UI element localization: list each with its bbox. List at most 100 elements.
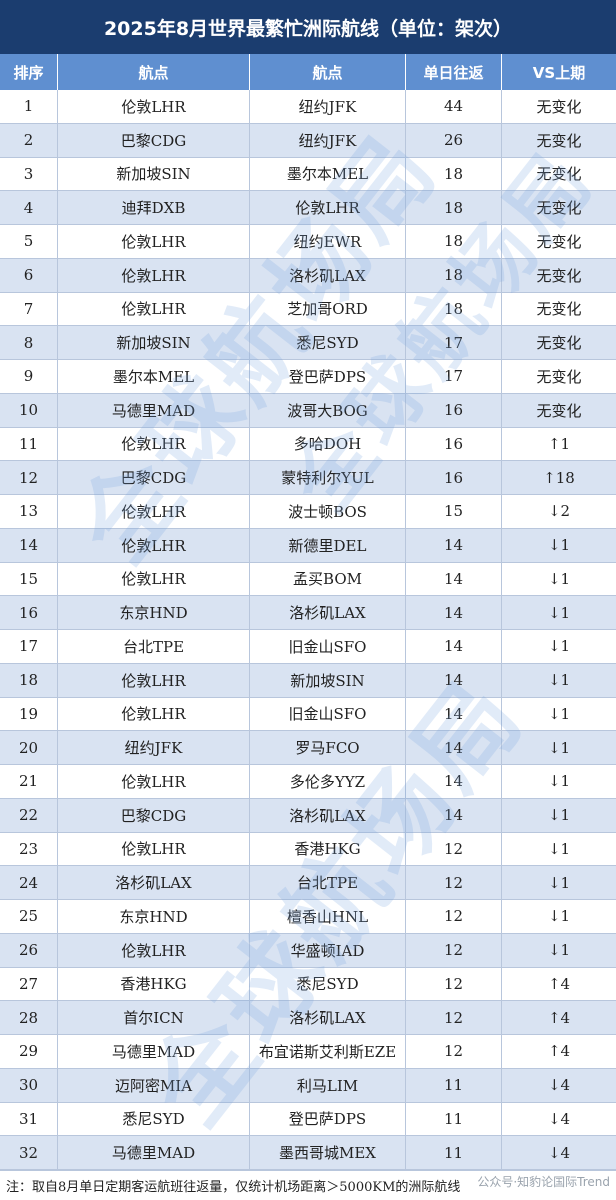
row-rank: 15 [0,562,58,596]
row-rank: 1 [0,90,58,123]
row-origin: 伦敦LHR [58,427,250,461]
row-destination: 墨尔本MEL [250,157,406,191]
table-row: 6 伦敦LHR 洛杉矶LAX 18 无变化 [0,258,616,293]
row-origin: 伦敦LHR [58,697,250,731]
row-destination: 悉尼SYD [250,967,406,1001]
row-daily-roundtrips: 16 [406,393,502,427]
row-daily-roundtrips: 11 [406,1068,502,1102]
row-vs-previous: 无变化 [536,266,582,285]
table-row: 10 马德里MAD 波哥大BOG 16 无变化 [0,393,616,428]
row-daily-roundtrips: 14 [406,765,502,798]
row-destination: 多伦多YYZ [250,765,406,798]
row-destination: 新德里DEL [250,528,406,562]
row-vs-previous: ↓1 [547,806,571,825]
row-origin: 马德里MAD [58,393,250,427]
row-daily-roundtrips: 14 [406,528,502,562]
table-row: 11 伦敦LHR 多哈DOH 16 ↑1 [0,427,616,462]
row-destination: 洛杉矶LAX [250,596,406,629]
row-vs-previous: ↑18 [543,468,575,487]
header-rank: 排序 [0,54,58,90]
row-vs-previous: ↓1 [547,637,571,656]
row-daily-roundtrips: 18 [406,191,502,224]
row-destination: 旧金山SFO [250,697,406,731]
row-origin: 巴黎CDG [58,123,250,157]
header-daily-roundtrips: 单日往返 [406,54,502,90]
row-daily-roundtrips: 26 [406,123,502,157]
row-daily-roundtrips: 44 [406,90,502,123]
row-vs-previous: ↓1 [547,671,571,690]
table-row: 28 首尔ICN 洛杉矶LAX 12 ↑4 [0,1001,616,1035]
table-row: 14 伦敦LHR 新德里DEL 14 ↓1 [0,528,616,563]
table-row: 17 台北TPE 旧金山SFO 14 ↓1 [0,630,616,664]
row-rank: 16 [0,596,58,629]
row-vs-previous: 无变化 [536,334,582,353]
row-rank: 26 [0,933,58,967]
row-daily-roundtrips: 12 [406,1001,502,1034]
table-row: 32 马德里MAD 墨西哥城MEX 11 ↓4 [0,1136,616,1170]
row-vs-previous: 无变化 [536,165,582,184]
row-vs-previous: 无变化 [536,199,582,218]
row-destination: 登巴萨DPS [250,1102,406,1136]
row-destination: 墨西哥城MEX [250,1136,406,1169]
row-origin: 马德里MAD [58,1136,250,1169]
row-vs-previous: 无变化 [536,401,582,420]
row-daily-roundtrips: 12 [406,900,502,933]
row-rank: 12 [0,461,58,494]
row-origin: 伦敦LHR [58,258,250,292]
row-daily-roundtrips: 14 [406,697,502,731]
row-destination: 檀香山HNL [250,900,406,933]
table-row: 15 伦敦LHR 孟买BOM 14 ↓1 [0,562,616,597]
row-vs-previous: ↓1 [547,738,571,757]
table-row: 27 香港HKG 悉尼SYD 12 ↑4 [0,967,616,1002]
row-daily-roundtrips: 17 [406,360,502,393]
row-daily-roundtrips: 14 [406,798,502,832]
table-row: 1 伦敦LHR 纽约JFK 44 无变化 [0,90,616,124]
header-vs-previous: VS上期 [532,63,586,82]
row-destination: 蒙特利尔YUL [250,461,406,494]
table-row: 2 巴黎CDG 纽约JFK 26 无变化 [0,123,616,158]
table-row: 29 马德里MAD 布宜诺斯艾利斯EZE 12 ↑4 [0,1035,616,1069]
row-vs-previous: ↑4 [547,1008,571,1027]
row-origin: 台北TPE [58,630,250,663]
footer-note-text: 注：取自8月单日定期客运航班往返量，仅统计机场距离＞5000KM的洲际航线 [6,1180,461,1195]
row-daily-roundtrips: 18 [406,258,502,292]
row-origin: 伦敦LHR [58,225,250,258]
header-destination: 航点 [250,54,406,90]
row-vs-previous: ↓1 [547,772,571,791]
row-daily-roundtrips: 18 [406,225,502,258]
row-vs-previous: ↓1 [547,941,571,960]
row-rank: 30 [0,1068,58,1102]
row-destination: 罗马FCO [250,731,406,764]
row-origin: 新加坡SIN [58,326,250,359]
row-destination: 华盛顿IAD [250,933,406,967]
table-row: 18 伦敦LHR 新加坡SIN 14 ↓1 [0,663,616,698]
row-vs-previous: ↓4 [547,1109,571,1128]
row-vs-previous: ↑4 [547,974,571,993]
row-origin: 巴黎CDG [58,798,250,832]
row-origin: 伦敦LHR [58,90,250,123]
row-vs-previous: 无变化 [536,131,582,150]
row-rank: 28 [0,1001,58,1034]
row-vs-previous: ↓1 [547,704,571,723]
table-row: 20 纽约JFK 罗马FCO 14 ↓1 [0,731,616,765]
row-destination: 登巴萨DPS [250,360,406,393]
row-origin: 巴黎CDG [58,461,250,494]
row-rank: 17 [0,630,58,663]
row-origin: 迈阿密MIA [58,1068,250,1102]
row-origin: 伦敦LHR [58,663,250,697]
row-daily-roundtrips: 12 [406,832,502,866]
row-destination: 伦敦LHR [250,191,406,224]
table-row: 31 悉尼SYD 登巴萨DPS 11 ↓4 [0,1102,616,1137]
row-origin: 香港HKG [58,967,250,1001]
row-destination: 芝加哥ORD [250,292,406,326]
row-destination: 波哥大BOG [250,393,406,427]
table-row: 4 迪拜DXB 伦敦LHR 18 无变化 [0,191,616,225]
row-vs-previous: 无变化 [536,300,582,319]
row-destination: 香港HKG [250,832,406,866]
row-destination: 洛杉矶LAX [250,1001,406,1034]
row-origin: 悉尼SYD [58,1102,250,1136]
row-daily-roundtrips: 17 [406,326,502,359]
row-rank: 18 [0,663,58,697]
row-rank: 22 [0,798,58,832]
row-daily-roundtrips: 14 [406,596,502,629]
